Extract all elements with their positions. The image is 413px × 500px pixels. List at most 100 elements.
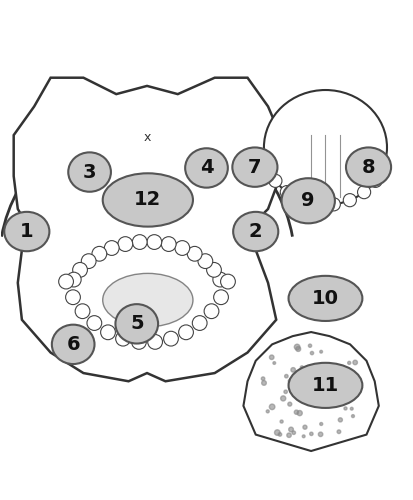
Text: 11: 11	[312, 376, 339, 395]
Circle shape	[294, 344, 300, 350]
Circle shape	[164, 332, 178, 346]
Circle shape	[273, 362, 275, 364]
Circle shape	[132, 334, 146, 349]
Circle shape	[310, 432, 313, 436]
Circle shape	[351, 414, 354, 418]
Ellipse shape	[103, 174, 193, 227]
Circle shape	[147, 234, 162, 250]
Text: 10: 10	[312, 289, 339, 308]
Circle shape	[294, 410, 299, 414]
Text: 12: 12	[134, 190, 161, 210]
Text: 6: 6	[66, 335, 80, 354]
Circle shape	[148, 334, 162, 349]
Text: 4: 4	[200, 158, 213, 178]
Circle shape	[179, 325, 193, 340]
Circle shape	[175, 240, 190, 256]
Circle shape	[261, 160, 274, 173]
Circle shape	[87, 316, 102, 330]
Ellipse shape	[282, 178, 335, 224]
Circle shape	[198, 254, 213, 268]
Circle shape	[213, 272, 228, 287]
Circle shape	[101, 325, 115, 340]
Circle shape	[296, 346, 301, 352]
Circle shape	[341, 370, 346, 374]
Circle shape	[369, 174, 382, 188]
Circle shape	[192, 316, 207, 330]
Circle shape	[338, 418, 342, 422]
Circle shape	[291, 368, 295, 372]
Circle shape	[92, 246, 107, 261]
Circle shape	[327, 198, 340, 211]
Circle shape	[303, 425, 307, 429]
Circle shape	[312, 386, 315, 388]
Circle shape	[66, 290, 81, 304]
Circle shape	[289, 388, 293, 391]
Ellipse shape	[233, 148, 278, 187]
Circle shape	[118, 236, 133, 252]
Circle shape	[349, 386, 354, 390]
Ellipse shape	[115, 304, 158, 344]
Circle shape	[266, 410, 269, 413]
Circle shape	[320, 350, 323, 353]
Text: x: x	[144, 130, 151, 143]
Ellipse shape	[68, 152, 111, 192]
Circle shape	[59, 274, 74, 289]
Ellipse shape	[185, 148, 228, 188]
Circle shape	[284, 390, 287, 394]
Circle shape	[353, 360, 357, 364]
Circle shape	[187, 246, 202, 261]
Circle shape	[262, 380, 266, 386]
Circle shape	[327, 365, 330, 368]
Circle shape	[116, 332, 131, 346]
Circle shape	[294, 194, 308, 206]
Circle shape	[297, 410, 302, 416]
PathPatch shape	[14, 78, 280, 382]
Text: 5: 5	[130, 314, 144, 334]
Circle shape	[289, 427, 293, 432]
Circle shape	[348, 362, 351, 364]
Ellipse shape	[4, 212, 50, 251]
PathPatch shape	[243, 332, 379, 451]
Circle shape	[204, 304, 219, 318]
Circle shape	[269, 174, 282, 188]
Circle shape	[331, 365, 335, 369]
Text: 7: 7	[248, 158, 262, 176]
Circle shape	[318, 432, 323, 436]
Circle shape	[310, 352, 313, 354]
Circle shape	[320, 422, 323, 426]
Circle shape	[104, 240, 119, 256]
Circle shape	[288, 380, 291, 382]
Circle shape	[358, 186, 370, 198]
Circle shape	[300, 366, 304, 369]
Circle shape	[309, 344, 312, 348]
Circle shape	[285, 374, 288, 378]
Circle shape	[206, 262, 221, 277]
Circle shape	[311, 198, 324, 211]
Circle shape	[343, 194, 356, 206]
Circle shape	[132, 234, 147, 250]
Circle shape	[323, 387, 326, 390]
Circle shape	[280, 420, 283, 423]
Ellipse shape	[103, 274, 193, 326]
Text: 9: 9	[301, 192, 315, 210]
Circle shape	[349, 392, 352, 396]
Circle shape	[280, 186, 293, 198]
Circle shape	[214, 290, 228, 304]
Circle shape	[81, 254, 96, 268]
Circle shape	[269, 355, 274, 360]
Circle shape	[161, 236, 176, 252]
Ellipse shape	[233, 212, 278, 251]
Text: 2: 2	[249, 222, 263, 241]
Circle shape	[377, 160, 390, 173]
Circle shape	[292, 431, 296, 434]
Circle shape	[269, 404, 275, 409]
Circle shape	[221, 274, 235, 289]
Circle shape	[66, 272, 81, 287]
Circle shape	[75, 304, 90, 318]
Circle shape	[261, 377, 265, 380]
Circle shape	[280, 396, 286, 401]
Circle shape	[332, 402, 337, 406]
Ellipse shape	[52, 324, 95, 364]
Circle shape	[287, 433, 291, 438]
Circle shape	[320, 370, 323, 373]
